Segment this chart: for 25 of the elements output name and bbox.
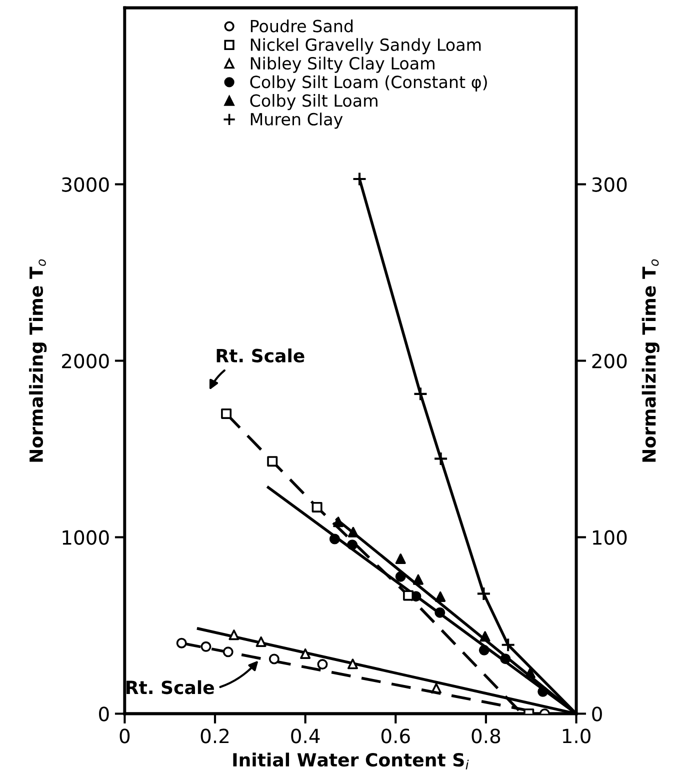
y-tick-label: 3000	[62, 177, 109, 192]
x-axis-title: Initial Water Content S$_{i}$	[233, 752, 469, 770]
legend-label: Colby Silt Loam (Constant φ)	[250, 75, 487, 92]
x-tick-label: 1.0	[562, 728, 590, 744]
x-tick-label: 0.6	[381, 728, 410, 744]
x-tick-label: 0.4	[291, 728, 320, 744]
y2-tick-label: 300	[592, 177, 627, 192]
legend-label: Nibley Silty Clay Loam	[250, 56, 434, 73]
legend-label: Colby Silt Loam	[250, 94, 378, 110]
annotation: Rt. Scale	[216, 348, 304, 362]
y2-axis-title: Normalizing Time T$_{o}$	[642, 259, 660, 462]
legend-label: Poudre Sand	[250, 19, 353, 32]
x-tick-label: 0.2	[200, 728, 229, 744]
x-tick-label: 0	[120, 728, 130, 744]
y-tick-label: 2000	[62, 354, 109, 368]
y-axis-title: Normalizing Time T$_{o}$	[29, 259, 47, 462]
legend-label: Nickel Gravelly Sandy Loam	[250, 38, 481, 54]
y-tick-label: 0	[99, 706, 109, 722]
y-tick-label: 1000	[62, 530, 109, 545]
legend-label: Muren Clay	[250, 112, 343, 129]
y2-tick-label: 200	[592, 354, 627, 368]
y2-tick-label: 0	[592, 706, 602, 722]
x-tick-label: 0.8	[472, 728, 500, 744]
annotation: Rt. Scale	[126, 680, 214, 694]
y2-tick-label: 100	[592, 530, 627, 545]
